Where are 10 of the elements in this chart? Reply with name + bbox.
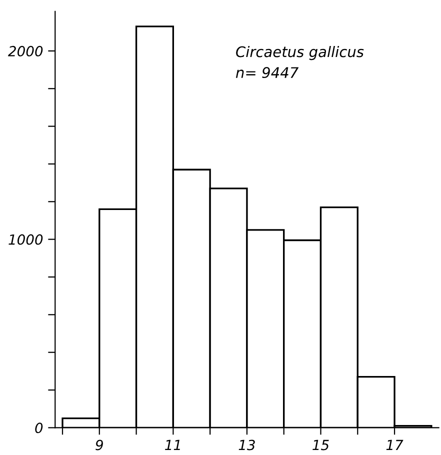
- y-tick-label: 2000: [8, 46, 43, 56]
- annotation: Circaetus gallicus: [236, 46, 364, 60]
- y-tick-label: 1000: [8, 234, 43, 245]
- y-tick-label: 0: [35, 422, 43, 434]
- x-tick-label: 15: [312, 440, 329, 450]
- x-tick-label: 17: [386, 440, 404, 450]
- x-tick-label: 13: [238, 440, 255, 450]
- x-tick-label: 9: [96, 440, 103, 450]
- annotation: n= 9447: [236, 67, 299, 78]
- x-tick-label: 11: [165, 440, 180, 450]
